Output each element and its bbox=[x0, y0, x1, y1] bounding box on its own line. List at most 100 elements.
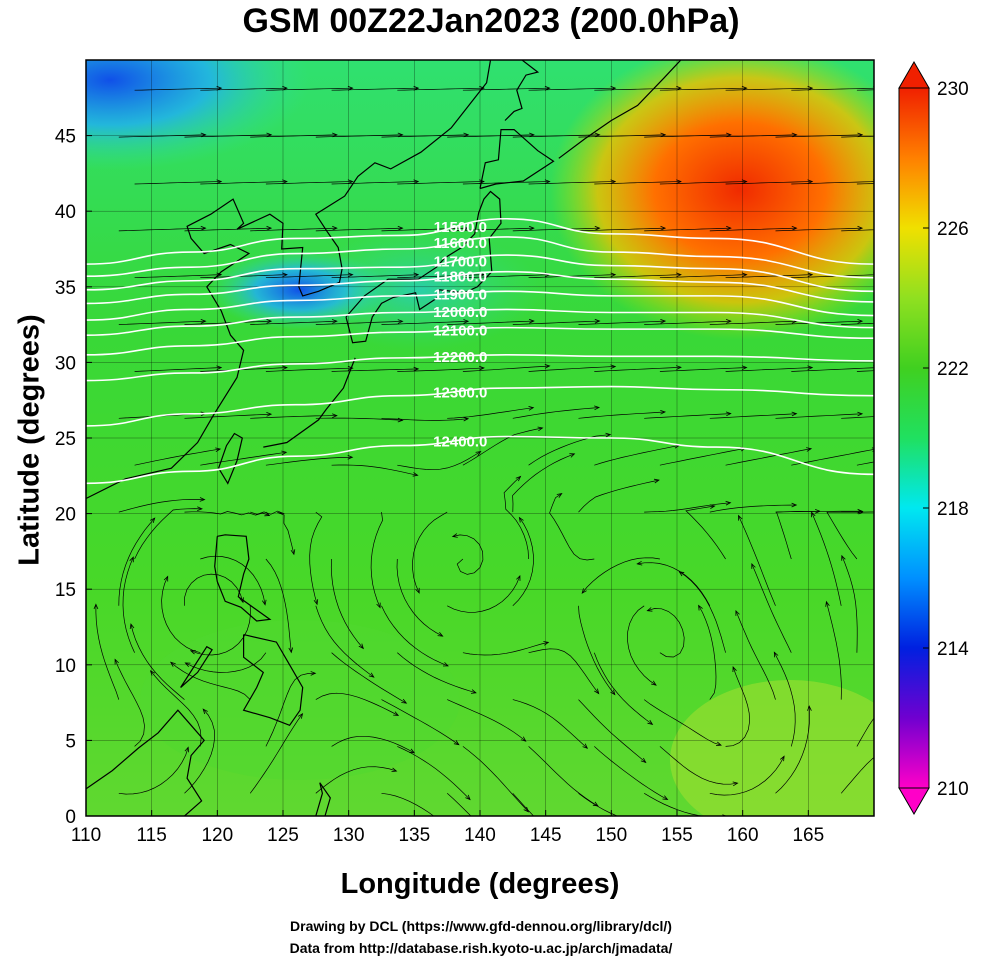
colorbar-tick-label: 226 bbox=[937, 219, 969, 240]
streamline-arrow bbox=[463, 319, 470, 324]
streamline-arrow bbox=[184, 662, 191, 667]
streamline-arrow bbox=[528, 318, 535, 324]
streamline-arrow bbox=[393, 711, 400, 716]
streamline-arrow bbox=[463, 225, 470, 231]
streamline bbox=[512, 699, 588, 749]
y-tick-label: 30 bbox=[55, 353, 76, 374]
streamline bbox=[315, 227, 403, 232]
streamline bbox=[200, 367, 287, 372]
streamline-arrow bbox=[518, 516, 524, 523]
streamline-arrow bbox=[610, 364, 617, 369]
streamline-arrow bbox=[791, 132, 798, 138]
streamline-arrow bbox=[197, 506, 203, 511]
streamline bbox=[250, 415, 337, 419]
streamline-arrow bbox=[310, 671, 317, 676]
streamline bbox=[184, 413, 272, 419]
streamline-arrow bbox=[678, 571, 685, 577]
streamline bbox=[184, 511, 270, 516]
streamline bbox=[791, 448, 874, 466]
streamline bbox=[725, 87, 813, 91]
streamline-arrow bbox=[282, 365, 288, 371]
y-tick-label: 35 bbox=[55, 278, 76, 299]
streamline bbox=[265, 87, 353, 91]
x-tick-label: 150 bbox=[595, 825, 627, 846]
streamline bbox=[578, 699, 646, 763]
streamline bbox=[578, 793, 618, 816]
streamline bbox=[200, 87, 287, 91]
streamline-arrow bbox=[676, 272, 682, 278]
borneo bbox=[86, 709, 205, 816]
streamline bbox=[315, 134, 403, 138]
streamline bbox=[751, 563, 792, 653]
streamline-arrow bbox=[651, 680, 657, 686]
streamline bbox=[775, 134, 863, 138]
streamline bbox=[397, 746, 471, 800]
streamline-arrow bbox=[169, 661, 176, 667]
contour-line bbox=[86, 326, 874, 356]
streamline bbox=[462, 427, 543, 466]
streamline bbox=[578, 605, 616, 695]
streamline bbox=[841, 135, 874, 138]
streamline-arrow bbox=[807, 179, 814, 184]
streamline bbox=[265, 274, 353, 279]
streamline-arrow bbox=[397, 225, 404, 231]
streamline bbox=[331, 274, 419, 279]
streamline bbox=[659, 181, 747, 185]
streamline-arrow bbox=[202, 708, 208, 715]
colorbar-tick-label: 218 bbox=[937, 499, 969, 520]
streamline bbox=[447, 227, 534, 232]
streamline bbox=[593, 652, 653, 725]
streamline-arrow bbox=[751, 562, 756, 569]
streamline-arrow bbox=[732, 666, 737, 673]
colorbar-scale bbox=[898, 87, 930, 789]
streamline bbox=[725, 274, 813, 279]
streamline bbox=[709, 413, 797, 419]
streamline-arrow bbox=[401, 698, 408, 704]
streamline-arrow bbox=[732, 781, 739, 787]
x-tick-label: 160 bbox=[727, 825, 759, 846]
visayas-mindanao bbox=[242, 634, 304, 727]
streamline-arrow bbox=[544, 364, 551, 369]
streamline-arrow bbox=[646, 607, 653, 612]
streamline-arrow bbox=[479, 179, 485, 184]
streamline bbox=[185, 652, 267, 673]
streamline bbox=[452, 534, 484, 575]
streamline bbox=[184, 573, 244, 606]
streamline bbox=[381, 699, 459, 745]
streamline-arrow bbox=[735, 609, 740, 616]
streamline bbox=[644, 413, 731, 419]
streamline bbox=[775, 227, 863, 232]
streamline-arrow bbox=[811, 511, 816, 518]
streamline bbox=[184, 320, 272, 325]
colorbar-tick-label: 222 bbox=[937, 359, 969, 380]
streamline-arrow bbox=[857, 132, 864, 138]
streamline-arrow bbox=[726, 225, 732, 231]
streamline bbox=[578, 411, 666, 419]
contour-label: 11900.0 bbox=[434, 286, 487, 303]
x-tick-label: 165 bbox=[792, 825, 824, 846]
streamline-arrow bbox=[938, 448, 943, 452]
streamline bbox=[578, 227, 666, 232]
streamline bbox=[512, 793, 535, 816]
contour-label: 11700.0 bbox=[434, 253, 487, 270]
kuril-kamchatka bbox=[558, 60, 682, 159]
streamline-arrow bbox=[290, 549, 296, 556]
streamline-arrow bbox=[791, 502, 798, 508]
streamline bbox=[315, 320, 403, 325]
streamline-arrow bbox=[676, 365, 682, 370]
contour-line bbox=[86, 385, 874, 427]
streamline-arrow bbox=[581, 588, 587, 594]
colorbar-tick-label: 214 bbox=[937, 639, 969, 660]
y-tick-label: 25 bbox=[55, 429, 76, 450]
streamline bbox=[397, 451, 481, 471]
streamline-arrow bbox=[239, 597, 244, 604]
streamline bbox=[528, 746, 599, 807]
x-tick-label: 155 bbox=[661, 825, 693, 846]
streamline-arrow bbox=[114, 658, 119, 665]
streamline-arrow bbox=[288, 647, 294, 654]
streamline-arrow bbox=[544, 179, 551, 184]
streamline bbox=[250, 510, 295, 555]
streamline bbox=[791, 87, 874, 91]
streamline bbox=[315, 605, 375, 678]
